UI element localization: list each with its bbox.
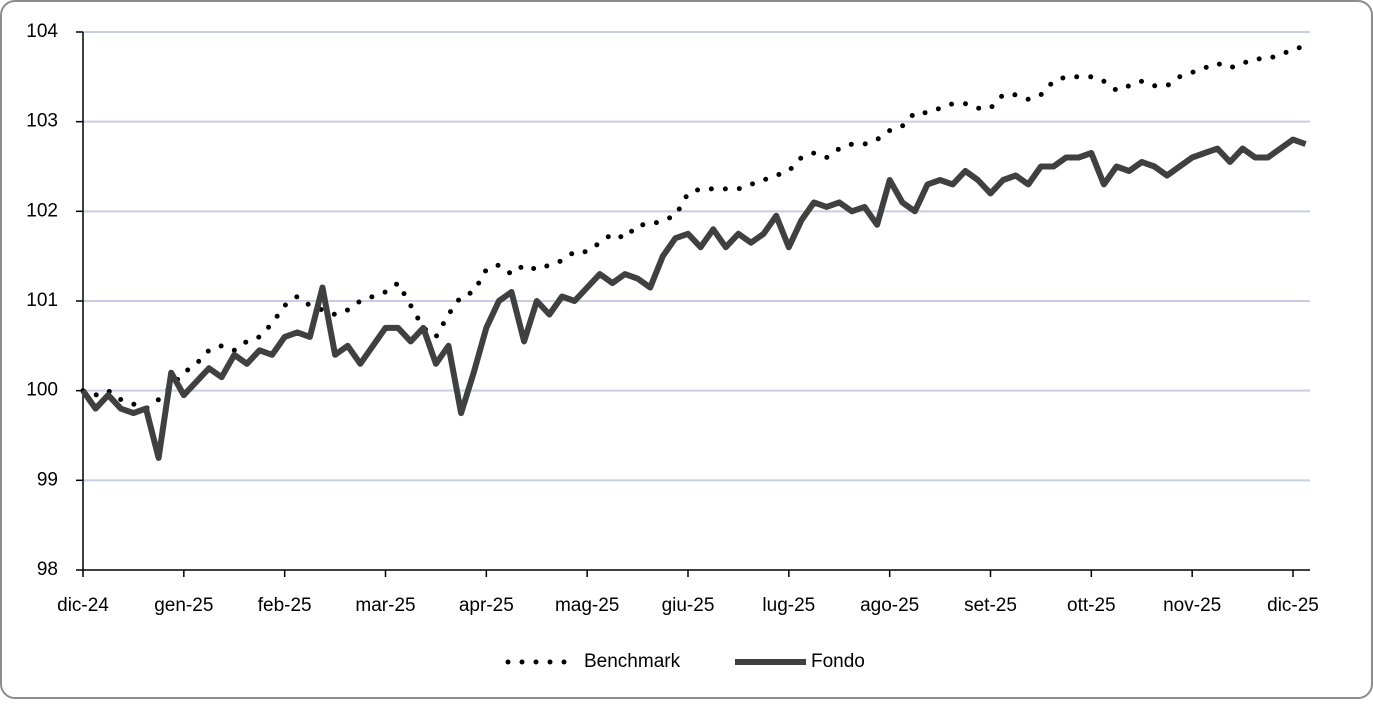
y-tick-label: 101 (26, 290, 58, 311)
y-tick-label: 104 (26, 21, 58, 42)
x-tick-label: mag-25 (555, 595, 619, 616)
x-tick-label: set-25 (964, 595, 1017, 616)
series-line (80, 43, 1309, 412)
x-tick-label: gen-25 (154, 595, 213, 616)
y-tick-label: 103 (26, 111, 58, 132)
legend-label: Benchmark (584, 651, 681, 672)
x-tick-label: dic-25 (1267, 595, 1319, 616)
x-tick-label: mar-25 (355, 595, 415, 616)
y-tick-label: 100 (26, 380, 58, 401)
y-tick-label: 102 (26, 200, 58, 221)
x-tick-label: feb-25 (258, 595, 312, 616)
x-tick-label: nov-25 (1163, 595, 1221, 616)
x-tick-label: ago-25 (860, 595, 919, 616)
y-tick-label: 98 (37, 559, 58, 580)
y-tick-label: 99 (37, 469, 58, 490)
x-tick-label: lug-25 (762, 595, 815, 616)
legend-label: Fondo (811, 651, 865, 672)
x-tick-label: dic-24 (57, 595, 109, 616)
x-tick-label: giu-25 (662, 595, 715, 616)
x-tick-label: ott-25 (1067, 595, 1116, 616)
x-tick-label: apr-25 (459, 595, 514, 616)
series-line (80, 136, 1307, 461)
